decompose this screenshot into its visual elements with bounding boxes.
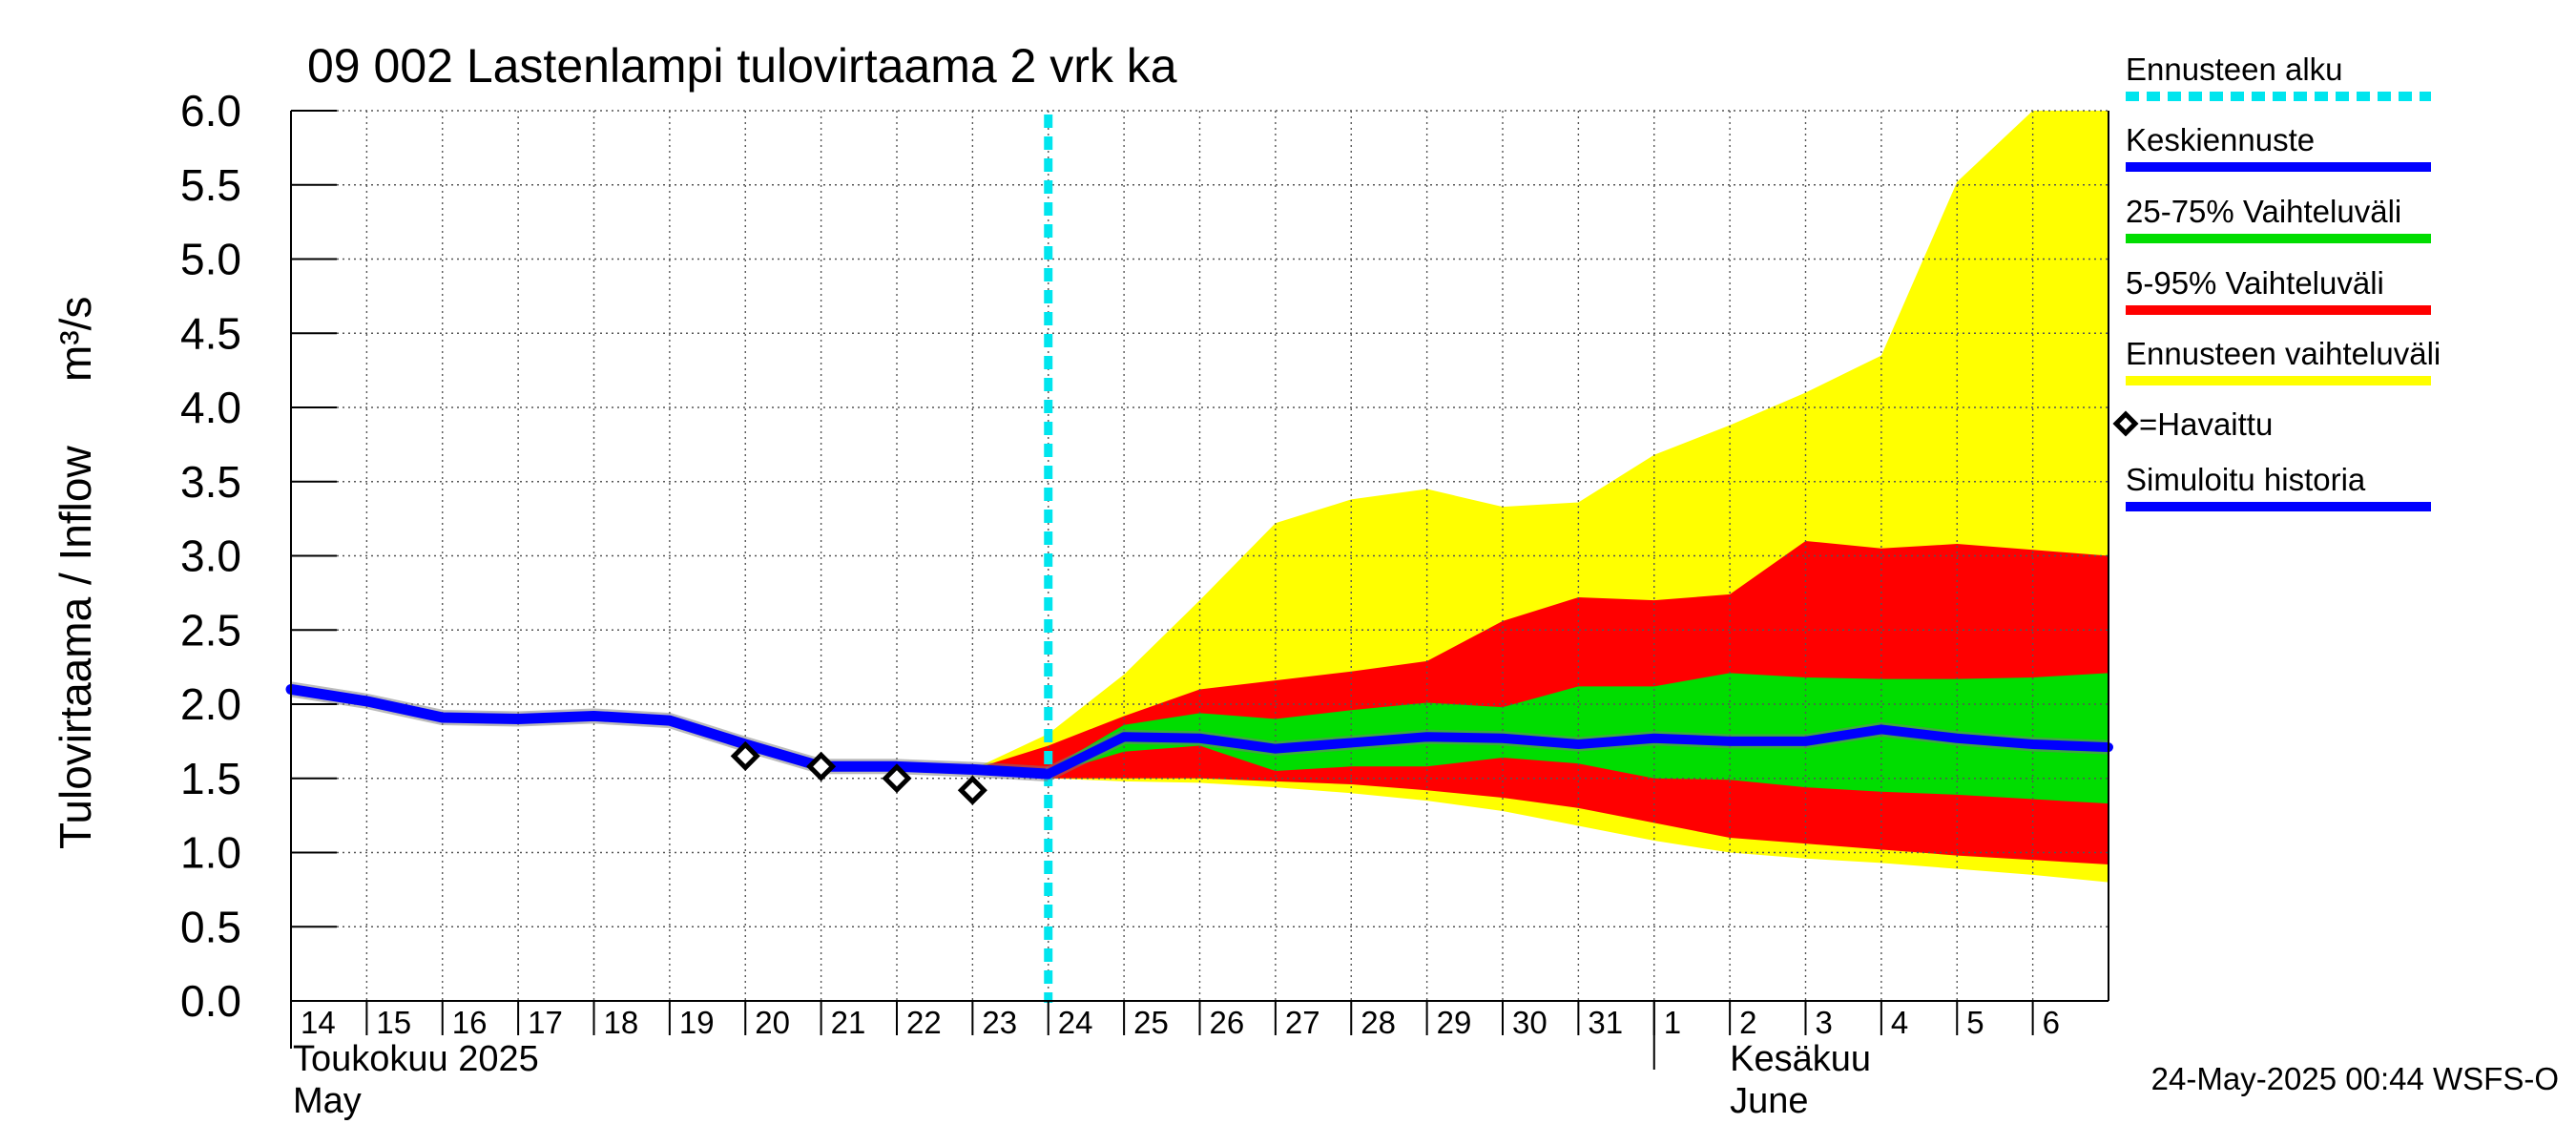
legend-label: Ennusteen alku bbox=[2126, 52, 2343, 87]
x-tick-label: 1 bbox=[1664, 1005, 1681, 1040]
x-tick-label: 21 bbox=[831, 1005, 866, 1040]
x-tick-label: 30 bbox=[1512, 1005, 1548, 1040]
y-tick-label: 1.5 bbox=[180, 754, 241, 803]
y-tick-label: 4.0 bbox=[180, 383, 241, 432]
y-tick-label: 3.5 bbox=[180, 457, 241, 507]
legend-label: Simuloitu historia bbox=[2126, 462, 2366, 497]
x-tick-label: 26 bbox=[1210, 1005, 1245, 1040]
y-tick-label: 6.0 bbox=[180, 86, 241, 135]
x-tick-label: 19 bbox=[679, 1005, 715, 1040]
havaittu-point bbox=[730, 740, 760, 771]
month-label-fi: Kesäkuu bbox=[1730, 1039, 1871, 1079]
month-label-fi: Toukokuu 2025 bbox=[293, 1039, 539, 1079]
y-tick-label: 2.5 bbox=[180, 605, 241, 655]
x-tick-label: 27 bbox=[1285, 1005, 1320, 1040]
x-tick-label: 31 bbox=[1588, 1005, 1623, 1040]
x-tick-label: 24 bbox=[1058, 1005, 1093, 1040]
havaittu-point bbox=[806, 751, 837, 781]
x-tick-label: 5 bbox=[1966, 1005, 1984, 1040]
x-tick-label: 22 bbox=[906, 1005, 942, 1040]
y-tick-label: 4.5 bbox=[180, 308, 241, 358]
legend-label: Keskiennuste bbox=[2126, 122, 2315, 157]
x-tick-label: 17 bbox=[528, 1005, 563, 1040]
x-tick-label: 28 bbox=[1361, 1005, 1396, 1040]
y-tick-label: 1.0 bbox=[180, 828, 241, 878]
y-tick-label: 0.0 bbox=[180, 976, 241, 1026]
x-tick-label: 15 bbox=[376, 1005, 411, 1040]
x-tick-label: 29 bbox=[1437, 1005, 1472, 1040]
x-tick-label: 18 bbox=[604, 1005, 639, 1040]
axes: 0.0 0.5 1.0 1.5 2.0 2.5 3.0 3.5 4.0 4.5 5.0 5.5 6.0 1… bbox=[180, 86, 2109, 1121]
x-tick-label: 16 bbox=[452, 1005, 488, 1040]
y-axis-unit: m³/s bbox=[51, 297, 100, 382]
havaittu-point bbox=[882, 763, 912, 794]
y-axis-label: Tulovirtaama / Inflow bbox=[51, 446, 100, 849]
legend-label: 5-95% Vaihteluväli bbox=[2126, 265, 2384, 301]
legend-label: Ennusteen vaihteluväli bbox=[2126, 336, 2441, 371]
y-tick-label: 5.5 bbox=[180, 160, 241, 210]
havaittu-point bbox=[957, 775, 987, 805]
y-tick-label: 5.0 bbox=[180, 235, 241, 284]
x-tick-label: 3 bbox=[1816, 1005, 1833, 1040]
x-tick-label: 6 bbox=[2043, 1005, 2060, 1040]
x-tick-label: 2 bbox=[1739, 1005, 1756, 1040]
chart-title: 09 002 Lastenlampi tulovirtaama 2 vrk ka bbox=[307, 39, 1177, 93]
legend: Ennusteen alku Keskiennuste 25-75% Vaihtel… bbox=[2112, 52, 2441, 511]
forecast-areas bbox=[972, 111, 2109, 883]
x-tick-label: 25 bbox=[1133, 1005, 1169, 1040]
x-tick-label: 14 bbox=[301, 1005, 336, 1040]
legend-label: =Havaittu bbox=[2139, 406, 2273, 442]
x-tick-label: 23 bbox=[982, 1005, 1017, 1040]
legend-diamond bbox=[2112, 410, 2139, 437]
y-tick-label: 3.0 bbox=[180, 531, 241, 581]
x-tick-label: 20 bbox=[755, 1005, 790, 1040]
line-keskiennuste bbox=[1043, 724, 2113, 780]
month-label-en: May bbox=[293, 1081, 362, 1121]
y-tick-label: 2.0 bbox=[180, 679, 241, 729]
y-tick-label: 0.5 bbox=[180, 902, 241, 951]
x-tick-label: 4 bbox=[1891, 1005, 1908, 1040]
month-label-en: June bbox=[1730, 1081, 1808, 1121]
timestamp: 24-May-2025 00:44 WSFS-O bbox=[2151, 1061, 2559, 1096]
legend-label: 25-75% Vaihteluväli bbox=[2126, 194, 2401, 229]
line-simuloitu-historia bbox=[285, 683, 1054, 780]
series-lines bbox=[285, 114, 2113, 1003]
